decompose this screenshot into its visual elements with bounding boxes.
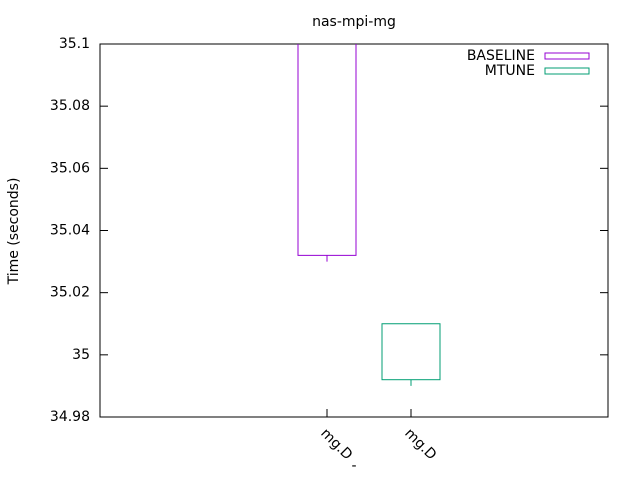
x-tick-label: mg.D [317, 425, 355, 463]
chart-title: nas-mpi-mg [312, 14, 396, 30]
y-tick-label: 35.08 [50, 98, 90, 114]
legend-label: MTUNE [485, 63, 535, 79]
y-axis-label: Time (seconds) [6, 178, 22, 286]
y-tick-label: 34.98 [50, 409, 90, 425]
box [381, 323, 441, 381]
box [297, 44, 357, 256]
y-tick-label: 35.04 [50, 223, 90, 239]
plot-frame [99, 43, 609, 418]
legend-label: BASELINE [467, 48, 535, 64]
x-tick-label: mg.D [401, 425, 439, 463]
y-tick-label: 35 [72, 347, 90, 363]
y-tick-label: 35.02 [50, 285, 90, 301]
y-tick-label: 35.06 [50, 160, 90, 176]
y-tick-label: 35.1 [59, 36, 90, 52]
legend-swatch [544, 52, 590, 60]
plot-area [297, 44, 441, 386]
legend-swatch [544, 67, 590, 75]
x-axis-label: - [351, 458, 356, 474]
